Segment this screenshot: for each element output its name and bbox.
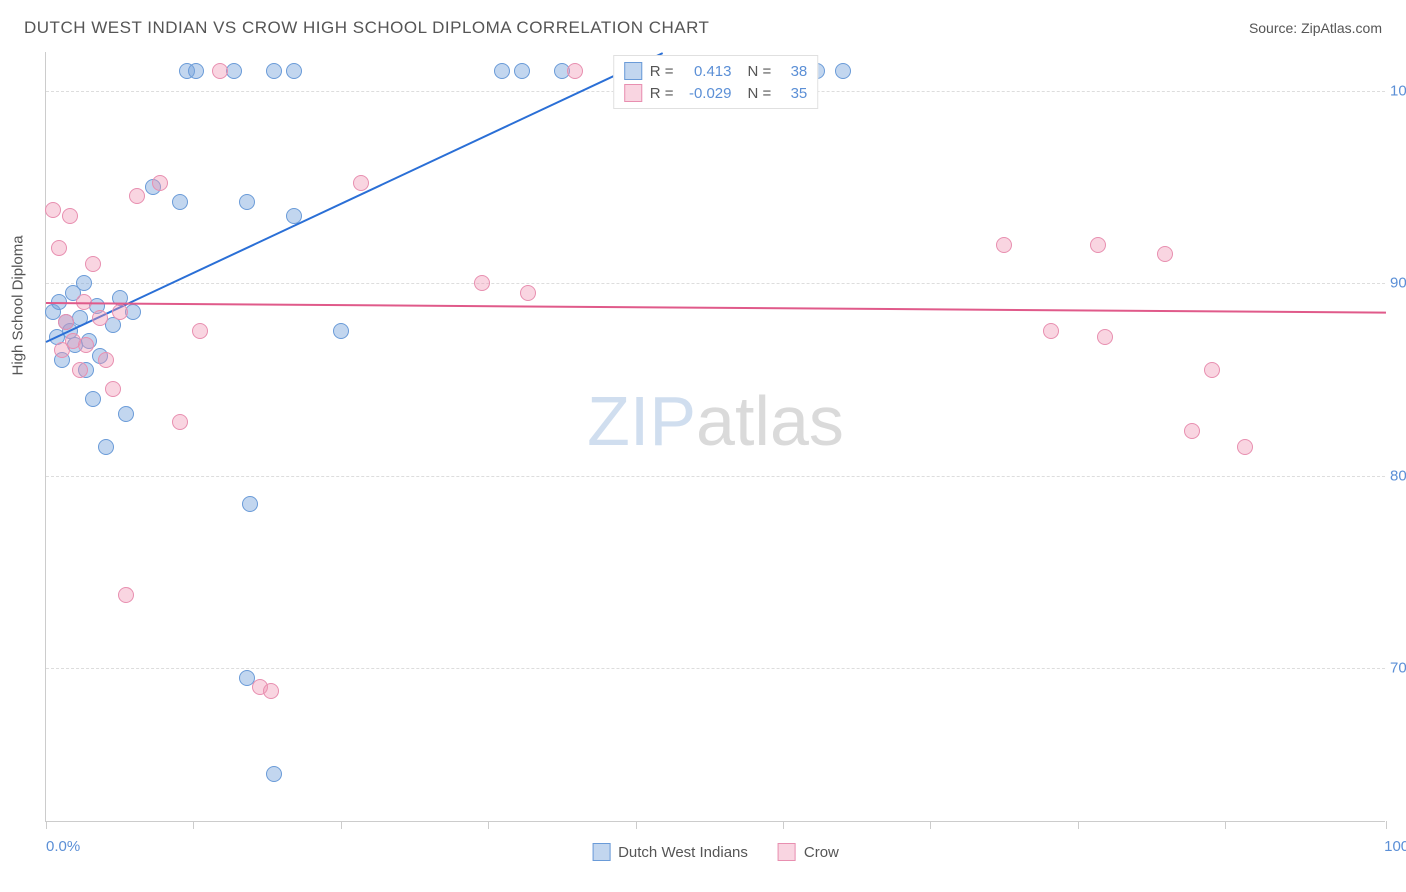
series-name: Dutch West Indians (618, 844, 748, 861)
scatter-point (514, 63, 530, 79)
scatter-point (520, 285, 536, 301)
scatter-point (172, 414, 188, 430)
scatter-point (996, 237, 1012, 253)
scatter-point (92, 310, 108, 326)
scatter-point (353, 175, 369, 191)
r-value: -0.029 (682, 85, 732, 102)
scatter-point (1090, 237, 1106, 253)
n-value: 35 (779, 85, 807, 102)
stats-legend: R = 0.413 N = 38 R = -0.029 N = 35 (613, 55, 819, 109)
scatter-point (1204, 362, 1220, 378)
x-tick (783, 821, 784, 829)
scatter-point (72, 362, 88, 378)
scatter-point (192, 323, 208, 339)
scatter-point (45, 202, 61, 218)
y-tick-label: 80.0% (1390, 467, 1406, 484)
scatter-point (266, 63, 282, 79)
scatter-point (112, 304, 128, 320)
series-name: Crow (804, 844, 839, 861)
scatter-point (188, 63, 204, 79)
scatter-point (129, 188, 145, 204)
scatter-point (1157, 246, 1173, 262)
chart-title: DUTCH WEST INDIAN VS CROW HIGH SCHOOL DI… (24, 18, 709, 38)
scatter-point (1237, 439, 1253, 455)
series-legend-item: Crow (778, 843, 839, 861)
scatter-point (266, 766, 282, 782)
n-label: N = (748, 63, 772, 80)
x-tick (1225, 821, 1226, 829)
y-tick-label: 100.0% (1390, 82, 1406, 99)
x-tick (1386, 821, 1387, 829)
x-tick (488, 821, 489, 829)
scatter-point (172, 194, 188, 210)
scatter-point (78, 337, 94, 353)
scatter-point (76, 275, 92, 291)
scatter-point (212, 63, 228, 79)
legend-swatch (624, 62, 642, 80)
legend-swatch (624, 84, 642, 102)
x-max-label: 100.0% (1384, 838, 1406, 855)
stats-legend-row: R = -0.029 N = 35 (624, 82, 808, 104)
stats-legend-row: R = 0.413 N = 38 (624, 60, 808, 82)
scatter-point (494, 63, 510, 79)
scatter-point (835, 63, 851, 79)
scatter-point (474, 275, 490, 291)
series-legend: Dutch West Indians Crow (592, 843, 839, 861)
y-axis-label: High School Diploma (10, 235, 27, 375)
scatter-point (567, 63, 583, 79)
scatter-point (105, 381, 121, 397)
source-attribution: Source: ZipAtlas.com (1249, 20, 1382, 36)
legend-swatch (778, 843, 796, 861)
x-tick (46, 821, 47, 829)
gridline (46, 476, 1385, 477)
scatter-point (58, 314, 74, 330)
x-tick (1078, 821, 1079, 829)
scatter-point (98, 352, 114, 368)
scatter-point (1043, 323, 1059, 339)
n-label: N = (748, 85, 772, 102)
scatter-point (263, 683, 279, 699)
scatter-point (51, 240, 67, 256)
x-tick (193, 821, 194, 829)
scatter-point (239, 194, 255, 210)
scatter-point (118, 587, 134, 603)
scatter-point (152, 175, 168, 191)
trend-line (46, 302, 1386, 314)
r-label: R = (650, 85, 674, 102)
r-value: 0.413 (682, 63, 732, 80)
scatter-point (118, 406, 134, 422)
scatter-point (85, 391, 101, 407)
scatter-point (98, 439, 114, 455)
legend-swatch (592, 843, 610, 861)
y-tick-label: 70.0% (1390, 660, 1406, 677)
scatter-point (1184, 423, 1200, 439)
scatter-chart: High School Diploma ZIPatlas R =0.413N =… (45, 52, 1385, 822)
x-tick (930, 821, 931, 829)
series-legend-item: Dutch West Indians (592, 843, 748, 861)
scatter-point (1097, 329, 1113, 345)
y-tick-label: 90.0% (1390, 275, 1406, 292)
scatter-point (62, 208, 78, 224)
scatter-point (286, 63, 302, 79)
scatter-point (242, 496, 258, 512)
x-min-label: 0.0% (46, 838, 80, 855)
n-value: 38 (779, 63, 807, 80)
gridline (46, 283, 1385, 284)
r-label: R = (650, 63, 674, 80)
x-tick (341, 821, 342, 829)
x-tick (636, 821, 637, 829)
watermark: ZIPatlas (587, 381, 844, 461)
scatter-point (333, 323, 349, 339)
scatter-point (85, 256, 101, 272)
